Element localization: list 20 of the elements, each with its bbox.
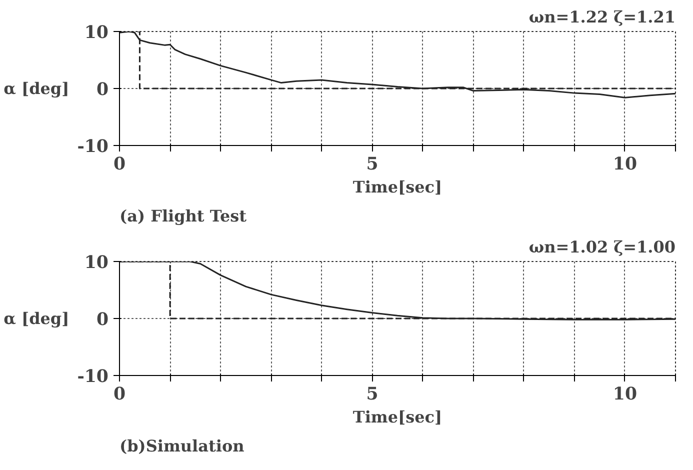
x-tick-label: 0 [113, 154, 126, 174]
y-tick-label: -10 [77, 367, 109, 387]
text: ωn=1.22 ζ=1.21 [528, 8, 676, 26]
y-tick-label: 10 [84, 253, 109, 273]
y-tick-label: 0 [96, 80, 109, 100]
x-tick-label: 10 [612, 384, 638, 404]
y-axis-title: α [deg] [4, 79, 70, 98]
x-tick-label: 0 [113, 384, 126, 404]
text: ωn=1.02 ζ=1.00 [528, 238, 676, 256]
x-axis-title: Time[sec] [352, 408, 442, 426]
x-tick-label: 5 [366, 154, 378, 174]
x-axis-title: Time[sec] [352, 178, 442, 196]
y-axis-title: α [deg] [4, 309, 70, 328]
x-tick-label: 5 [366, 384, 378, 404]
y-tick-label: -10 [77, 137, 109, 157]
text: (a) Flight Test [120, 206, 248, 226]
y-tick-label: 0 [96, 310, 109, 330]
y-tick-label: 10 [84, 23, 109, 43]
x-tick-label: 10 [612, 154, 638, 174]
text: (b)Simulation [120, 436, 245, 456]
